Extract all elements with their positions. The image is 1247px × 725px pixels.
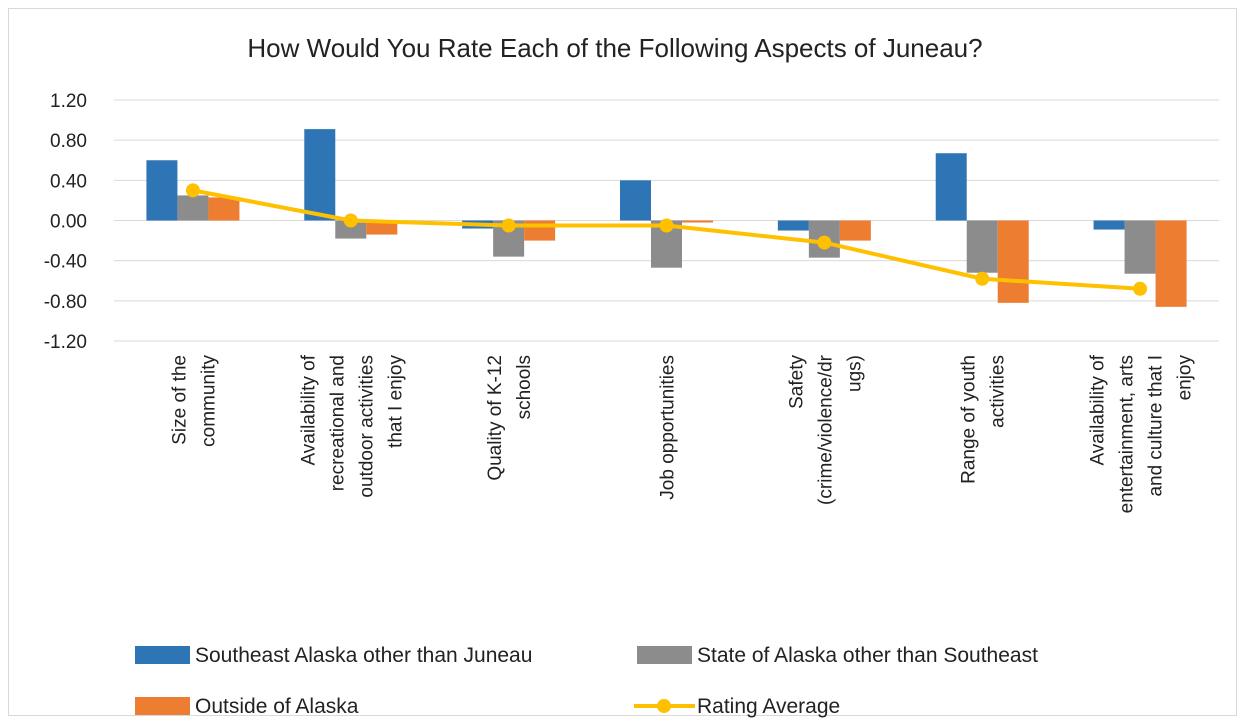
- category-label: enjoy: [1175, 355, 1196, 401]
- bar-state-of-alaska-other-than-southeast-5: [966, 220, 998, 273]
- bar-southeast-alaska-other-than-juneau-3: [620, 180, 651, 221]
- legend: Southeast Alaska other than Juneau State …: [135, 644, 1038, 718]
- rating-average-point-2: [501, 218, 516, 233]
- category-label: (crime/violence/dr: [815, 354, 836, 505]
- bar-southeast-alaska-other-than-juneau-5: [935, 153, 967, 221]
- category-label: community: [198, 355, 219, 447]
- y-tick-label: -1.20: [44, 332, 87, 353]
- bar-state-of-alaska-other-than-southeast-6: [1124, 220, 1156, 274]
- legend-label: Rating Average: [697, 695, 840, 718]
- category-label: Availability of: [1088, 354, 1109, 465]
- legend-swatch: [637, 646, 692, 664]
- bar-outside-of-alaska-3: [682, 220, 713, 223]
- category-label: schools: [514, 355, 535, 419]
- y-axis-ticks: 1.20 0.80 0.40 0.00 -0.40 -0.80 -1.20: [44, 91, 87, 353]
- rating-average-point-5: [975, 271, 990, 286]
- rating-average-point-4: [817, 235, 832, 250]
- bar-outside-of-alaska-2: [524, 220, 556, 241]
- category-label: Job opportunities: [658, 355, 679, 500]
- bar-southeast-alaska-other-than-juneau-0: [146, 160, 178, 221]
- bar-outside-of-alaska-1: [366, 220, 398, 235]
- bar-southeast-alaska-other-than-juneau-1: [304, 129, 336, 221]
- y-tick-label: -0.80: [44, 292, 87, 313]
- category-label: ugs): [844, 355, 865, 392]
- bar-outside-of-alaska-5: [997, 220, 1029, 303]
- bar-outside-of-alaska-0: [208, 197, 240, 221]
- bar-outside-of-alaska-6: [1155, 220, 1187, 307]
- category-label: Range of youth: [959, 355, 980, 484]
- y-tick-label: -0.40: [44, 252, 87, 273]
- category-label: Availability of: [298, 354, 319, 465]
- y-tick-label: 1.20: [50, 91, 87, 112]
- category-labels: Size of the community Availability of recre…: [169, 354, 1195, 513]
- category-label: Safety: [786, 355, 807, 409]
- category-label: Quality of K-12: [485, 355, 506, 481]
- y-tick-label: 0.80: [50, 131, 87, 152]
- legend-swatch: [135, 646, 190, 664]
- y-tick-label: 0.40: [50, 171, 87, 192]
- category-label: entertainment, arts: [1117, 355, 1138, 513]
- y-tick-label: 0.00: [50, 212, 87, 233]
- legend-label: State of Alaska other than Southeast: [697, 644, 1038, 667]
- category-label: Size of the: [169, 355, 190, 445]
- legend-swatch: [135, 697, 190, 715]
- category-label: that I enjoy: [385, 355, 406, 448]
- category-label: outdoor activities: [356, 355, 377, 498]
- bar-state-of-alaska-other-than-southeast-0: [177, 195, 209, 221]
- chart-frame: [8, 8, 1237, 716]
- bar-southeast-alaska-other-than-juneau-4: [777, 220, 809, 231]
- rating-average-point-3: [659, 218, 674, 233]
- bar-outside-of-alaska-4: [839, 220, 871, 241]
- category-label: recreational and: [327, 355, 348, 491]
- category-label: activities: [988, 355, 1009, 428]
- bar-southeast-alaska-other-than-juneau-6: [1093, 220, 1125, 230]
- bar-state-of-alaska-other-than-southeast-1: [335, 220, 367, 239]
- line-layer: [185, 183, 1148, 296]
- rating-average-point-6: [1133, 281, 1148, 296]
- legend-label: Outside of Alaska: [195, 695, 359, 718]
- rating-average-point-1: [343, 213, 358, 228]
- legend-marker: [657, 699, 671, 713]
- legend-label: Southeast Alaska other than Juneau: [195, 644, 532, 667]
- category-label: and culture that I: [1146, 355, 1167, 497]
- rating-average-point-0: [185, 183, 200, 198]
- chart-title: How Would You Rate Each of the Following…: [247, 33, 982, 63]
